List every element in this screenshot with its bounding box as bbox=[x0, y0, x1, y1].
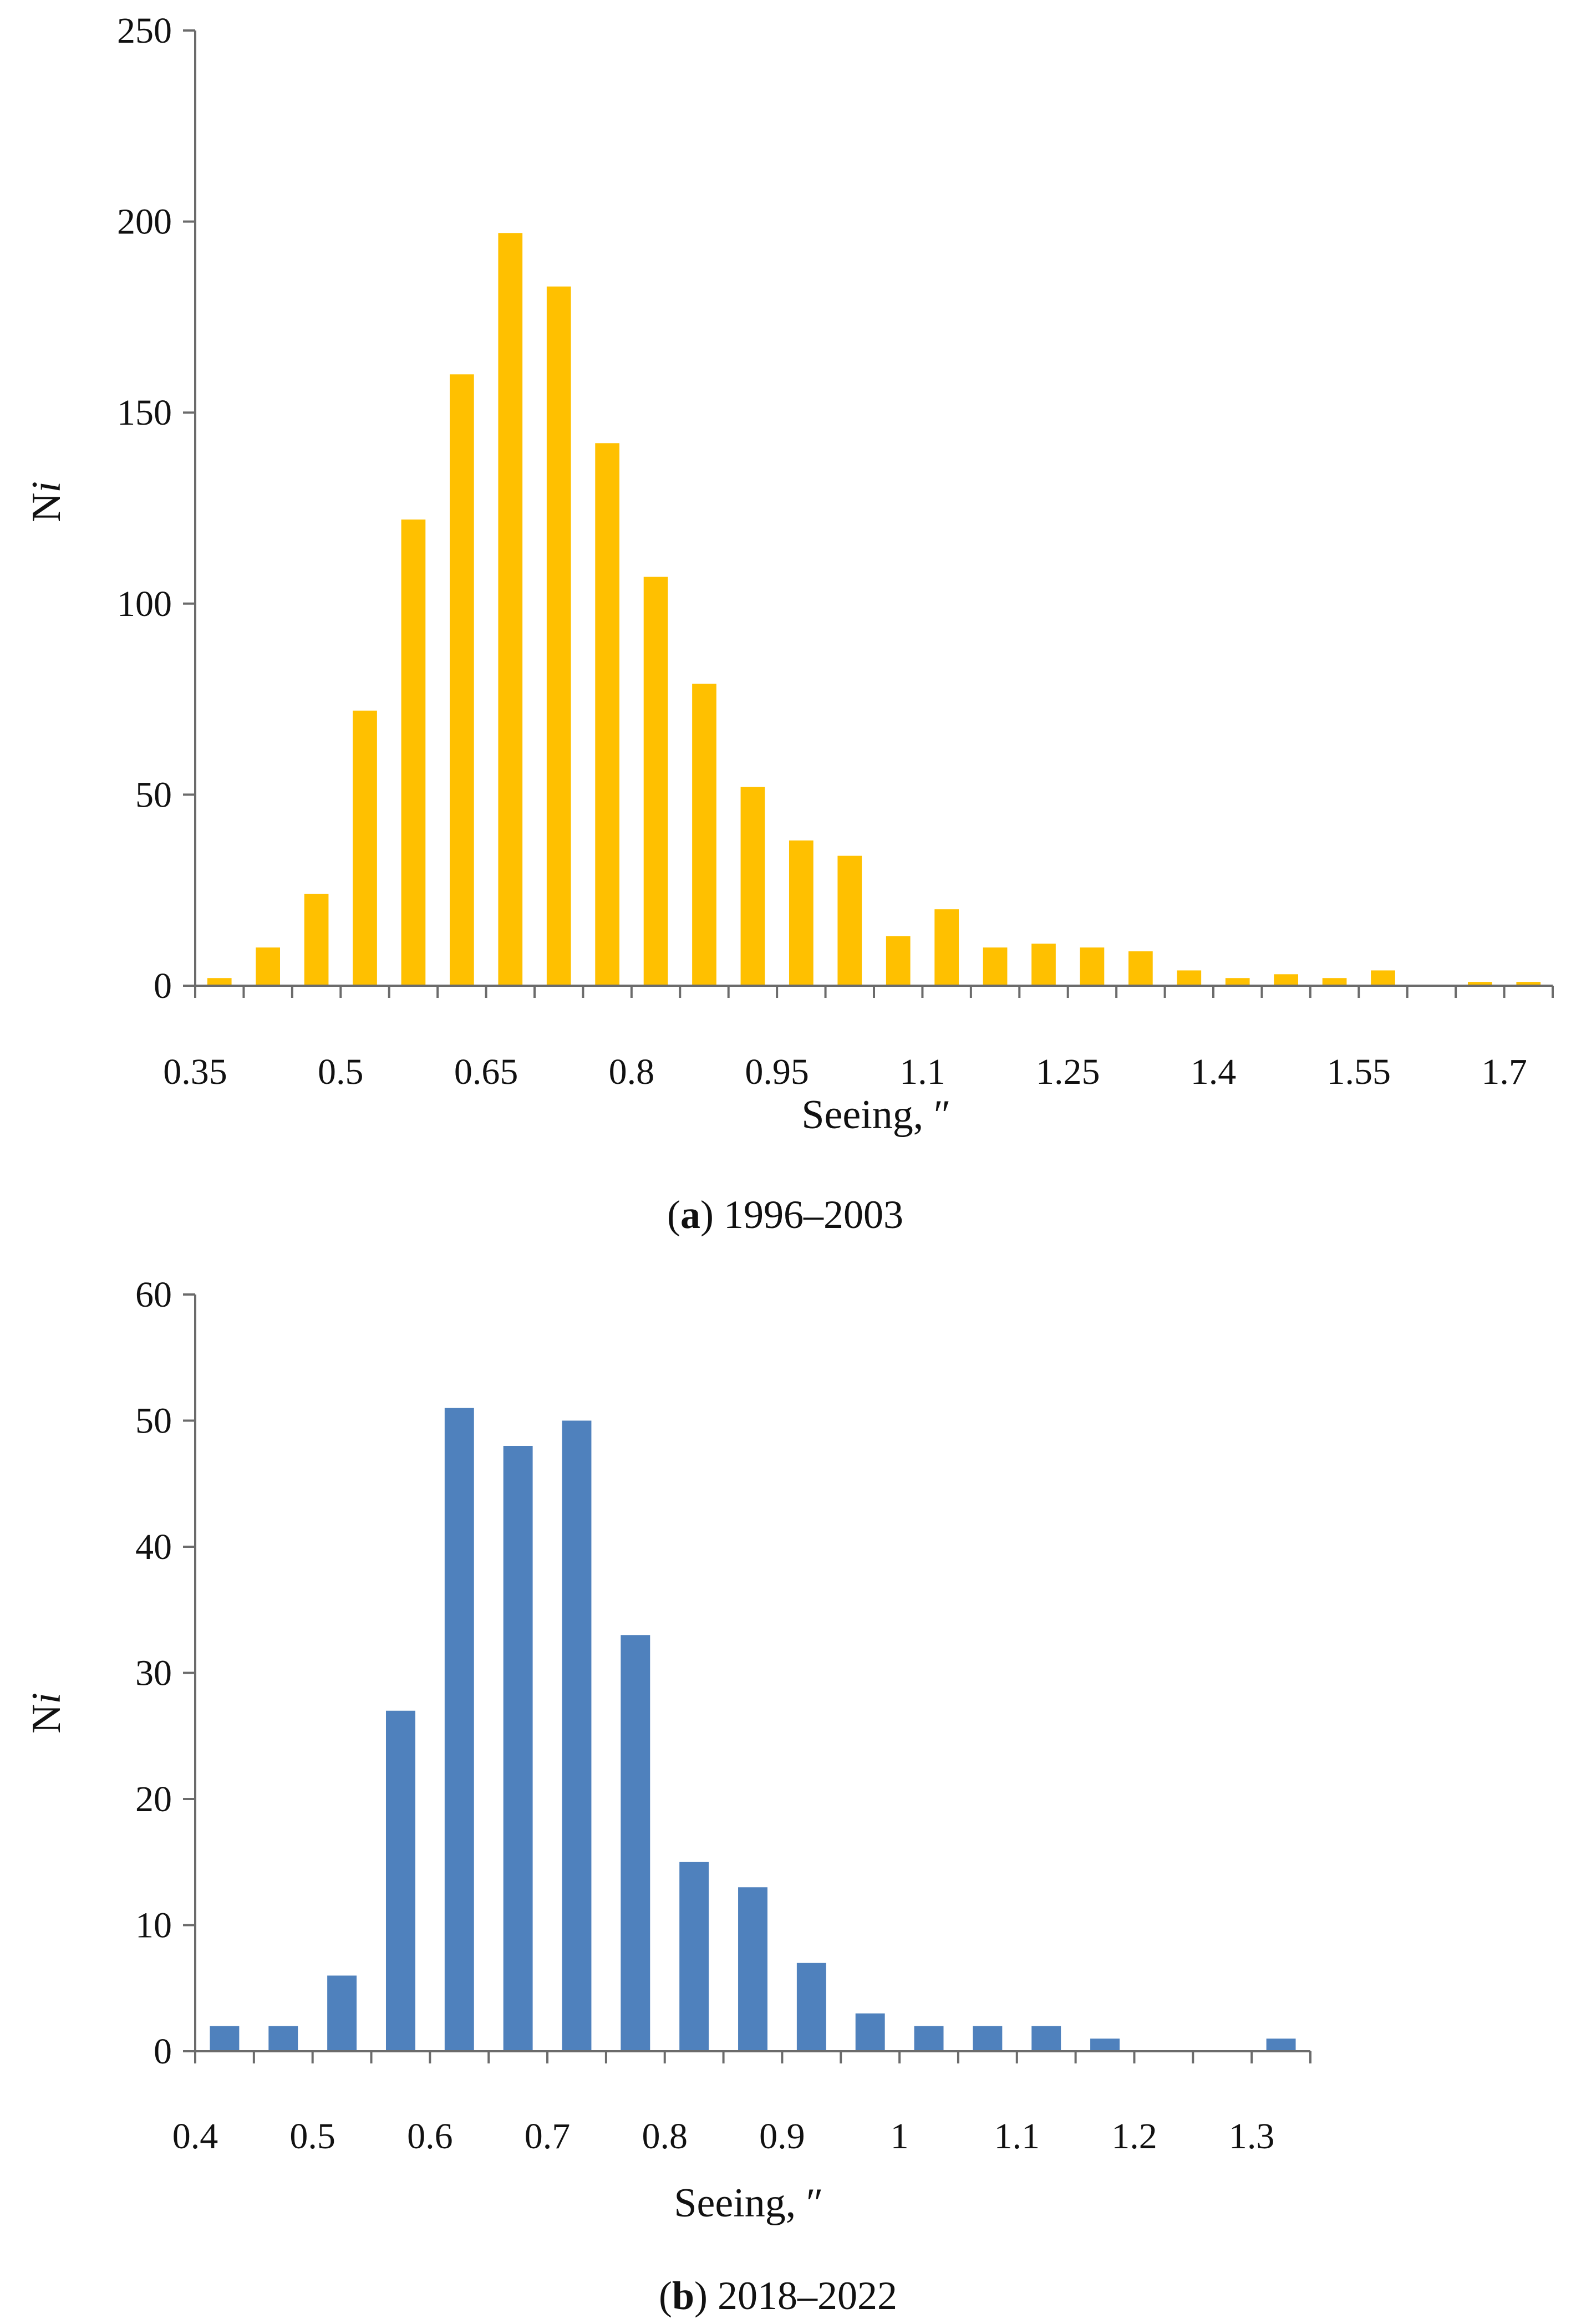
axes-a bbox=[194, 30, 1554, 998]
x-tick-label: 1.1 bbox=[994, 2116, 1040, 2157]
bar bbox=[268, 2026, 298, 2051]
bar bbox=[401, 519, 426, 986]
bar bbox=[1516, 982, 1541, 986]
bar bbox=[679, 1862, 709, 2051]
x-axis-title-a: Seeing, ″ bbox=[801, 1092, 950, 1138]
bar bbox=[207, 978, 232, 986]
x-tick-label: 0.5 bbox=[318, 1052, 364, 1092]
bar bbox=[789, 840, 814, 986]
bar bbox=[546, 286, 571, 986]
bar bbox=[983, 947, 1008, 986]
x-tick-label: 1.1 bbox=[899, 1052, 945, 1092]
bar bbox=[973, 2026, 1003, 2051]
bar bbox=[855, 2013, 885, 2051]
bar bbox=[1080, 947, 1105, 986]
bar bbox=[1371, 970, 1395, 986]
x-tick-labels-a: 0.35 0.5 0.65 0.8 0.95 1.1 1.25 1.4 1.55 1.7 bbox=[163, 1052, 1527, 1092]
bar bbox=[1031, 944, 1056, 986]
bar bbox=[385, 1710, 415, 2051]
bar bbox=[621, 1635, 650, 2051]
y-tick-labels-a: 0 50 100 150 200 250 bbox=[117, 11, 172, 1006]
bar bbox=[503, 1446, 533, 2051]
x-tick-label: 0.35 bbox=[163, 1052, 227, 1092]
caption-a: (a) 1996–2003 bbox=[667, 1192, 903, 1237]
bar bbox=[327, 1975, 357, 2051]
bar bbox=[1274, 974, 1298, 986]
bar bbox=[692, 684, 716, 986]
bar bbox=[643, 577, 668, 986]
y-axis-title-a: Ni bbox=[24, 481, 69, 522]
bar bbox=[562, 1420, 592, 2051]
y-tick-label: 10 bbox=[135, 1905, 172, 1946]
x-tick-label: 1 bbox=[891, 2116, 909, 2157]
x-tick-labels-b: 0.4 0.5 0.6 0.7 0.8 0.9 1 1.1 1.2 1.3 bbox=[172, 2116, 1275, 2157]
y-tick-label: 30 bbox=[135, 1653, 172, 1694]
x-tick-label: 0.4 bbox=[172, 2116, 218, 2157]
bar bbox=[738, 1887, 767, 2051]
bar bbox=[914, 2026, 944, 2051]
x-tick-label: 1.4 bbox=[1191, 1052, 1237, 1092]
bar bbox=[934, 909, 959, 986]
x-axis-title-b: Seeing, ″ bbox=[674, 2180, 823, 2226]
x-tick-label: 0.65 bbox=[454, 1052, 518, 1092]
bar bbox=[444, 1408, 474, 2051]
bar bbox=[1266, 2038, 1296, 2051]
bar bbox=[1468, 982, 1492, 986]
x-tick-label: 1.25 bbox=[1036, 1052, 1100, 1092]
x-tick-label: 0.8 bbox=[642, 2116, 688, 2157]
x-tick-label: 1.2 bbox=[1111, 2116, 1157, 2157]
bar bbox=[1225, 978, 1250, 986]
bar bbox=[498, 233, 523, 986]
bar bbox=[886, 936, 911, 986]
y-axis-title-b: Ni bbox=[24, 1693, 69, 1734]
y-tick-label: 150 bbox=[117, 393, 172, 433]
y-tick-label: 0 bbox=[154, 966, 172, 1006]
bar bbox=[1322, 978, 1347, 986]
bar bbox=[837, 855, 862, 986]
axes-b bbox=[194, 1294, 1311, 2063]
y-axis-ticks-b bbox=[183, 1293, 195, 2052]
bar bbox=[1031, 2026, 1061, 2051]
y-tick-label: 20 bbox=[135, 1779, 172, 1820]
bar bbox=[450, 374, 474, 986]
y-tick-label: 60 bbox=[135, 1275, 172, 1315]
bar bbox=[740, 787, 765, 986]
x-tick-label: 0.6 bbox=[407, 2116, 453, 2157]
bar-series-b bbox=[210, 1408, 1296, 2051]
bar bbox=[353, 710, 377, 986]
y-tick-label: 50 bbox=[135, 1401, 172, 1441]
y-tick-label: 40 bbox=[135, 1527, 172, 1567]
x-tick-label: 1.7 bbox=[1481, 1052, 1527, 1092]
x-tick-label: 0.8 bbox=[609, 1052, 655, 1092]
bar bbox=[1177, 970, 1202, 986]
x-tick-label: 0.7 bbox=[525, 2116, 571, 2157]
bar bbox=[1128, 951, 1153, 986]
bar bbox=[796, 1963, 826, 2051]
bar bbox=[595, 443, 619, 986]
bar-series-a bbox=[207, 233, 1541, 986]
x-tick-label: 0.5 bbox=[289, 2116, 335, 2157]
bar bbox=[256, 947, 280, 986]
chart-panel-b: 0 10 20 30 40 50 60 0.4 0.5 0.6 0.7 0.8 0.9 1 1.1 1.2 1… bbox=[24, 1275, 1311, 2318]
x-tick-label: 0.9 bbox=[759, 2116, 805, 2157]
bar bbox=[210, 2026, 240, 2051]
y-tick-label: 50 bbox=[135, 774, 172, 815]
y-tick-label: 250 bbox=[117, 11, 172, 51]
chart-panel-a: 0 50 100 150 200 250 0.35 0.5 0.65 0.8 0.95 1.1 1.2… bbox=[24, 11, 1554, 1237]
x-tick-label: 1.3 bbox=[1229, 2116, 1275, 2157]
bar bbox=[1090, 2038, 1120, 2051]
caption-b: (b) 2018–2022 bbox=[659, 2274, 897, 2318]
bar bbox=[304, 894, 329, 986]
y-tick-label: 0 bbox=[154, 2031, 172, 2072]
x-tick-label: 0.95 bbox=[745, 1052, 809, 1092]
y-tick-label: 200 bbox=[117, 202, 172, 242]
y-tick-labels-b: 0 10 20 30 40 50 60 bbox=[135, 1275, 172, 2072]
y-axis-ticks-a bbox=[183, 29, 195, 987]
y-tick-label: 100 bbox=[117, 584, 172, 624]
x-tick-label: 1.55 bbox=[1327, 1052, 1391, 1092]
